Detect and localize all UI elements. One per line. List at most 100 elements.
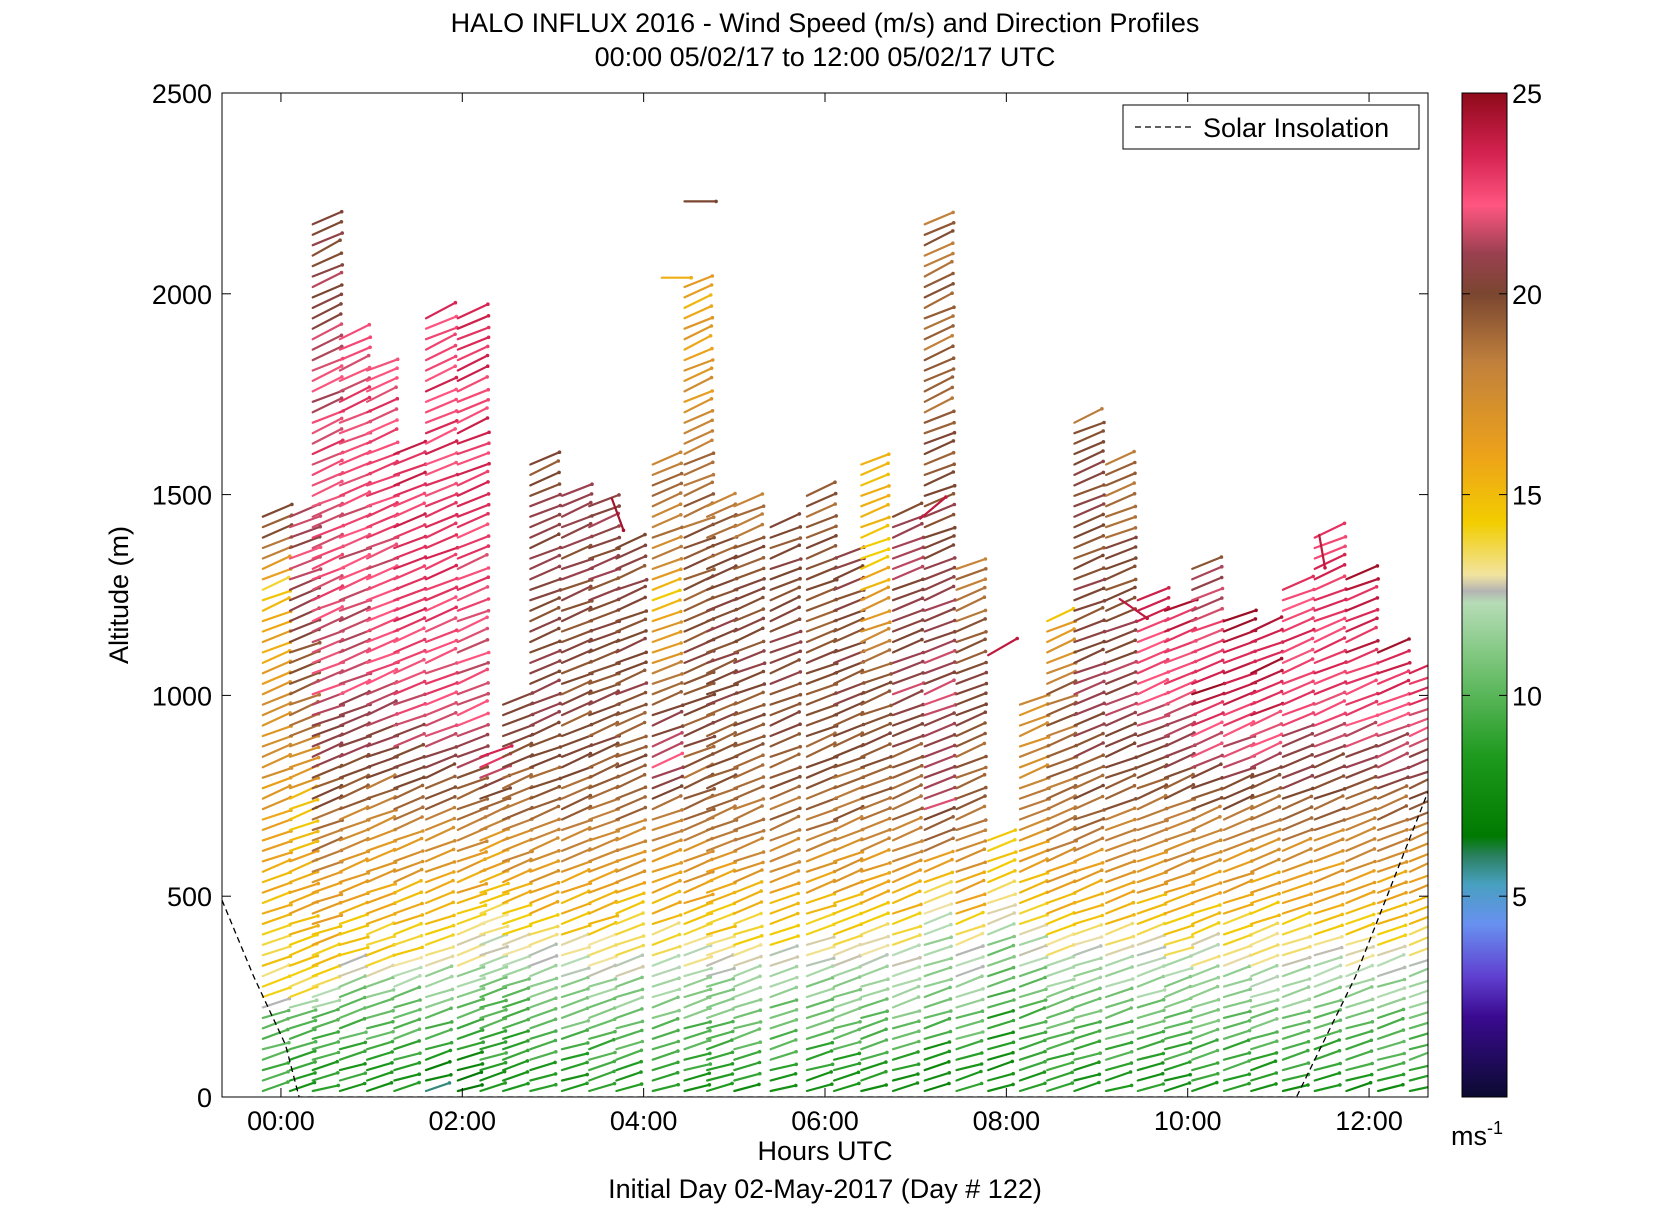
wind-vector: [769, 785, 801, 800]
wind-vector-head: [709, 324, 714, 328]
wind-vector-head: [1189, 1019, 1193, 1024]
wind-vector: [1376, 818, 1409, 832]
y-tick-label: 0: [197, 1083, 212, 1113]
wind-vector-head: [1434, 1019, 1438, 1023]
wind-vector-head: [453, 839, 457, 843]
wind-vector: [651, 557, 683, 571]
wind-vector-head: [679, 641, 683, 645]
wind-vector-head: [1013, 903, 1017, 907]
wind-vector-head: [1370, 997, 1375, 1002]
wind-vector: [311, 389, 344, 403]
wind-vector: [987, 893, 1017, 905]
wind-vector: [891, 879, 922, 894]
wind-vector-head: [486, 511, 490, 516]
wind-vector: [560, 752, 592, 769]
wind-vector: [560, 765, 593, 779]
wind-vector: [311, 795, 343, 811]
wind-vector: [1250, 892, 1281, 905]
wind-vector: [805, 819, 838, 832]
wind-vector-head: [454, 375, 459, 380]
wind-vector-head: [422, 775, 426, 780]
wind-vector: [366, 408, 398, 424]
wind-vector: [560, 629, 593, 644]
wind-vector: [456, 1041, 485, 1051]
wind-vector: [923, 306, 956, 320]
wind-vector: [560, 711, 592, 727]
wind-vector-head: [422, 755, 427, 759]
wind-vector: [529, 596, 561, 612]
wind-vector: [683, 419, 714, 435]
wind-vector: [1408, 989, 1428, 999]
wind-vector-head: [449, 964, 454, 968]
wind-vector: [311, 545, 345, 560]
wind-vector-head: [981, 923, 986, 928]
wind-vector-head: [793, 1072, 798, 1076]
wind-vector: [705, 731, 737, 748]
wind-vector: [1073, 741, 1105, 758]
wind-vector: [615, 533, 647, 550]
wind-vector-head: [336, 1040, 341, 1044]
wind-vector: [891, 774, 923, 790]
wind-vector: [1046, 996, 1074, 1009]
wind-vector: [366, 473, 400, 487]
wind-vector-head: [983, 637, 987, 642]
wind-vector: [769, 860, 801, 873]
wind-vector-head: [486, 711, 490, 716]
wind-vector: [311, 932, 342, 946]
wind-vector: [588, 914, 619, 926]
wind-vector-head: [394, 699, 398, 703]
wind-vector: [456, 553, 488, 571]
wind-vector-head: [558, 577, 562, 581]
wind-vector: [1104, 660, 1138, 675]
wind-vector: [1222, 805, 1254, 821]
wind-vector: [1281, 837, 1312, 852]
wind-vector: [338, 648, 371, 665]
wind-vector-head: [586, 1041, 590, 1045]
wind-vector-head: [1438, 785, 1442, 789]
wind-vector: [479, 1040, 507, 1051]
wind-vector: [456, 922, 485, 936]
wind-vector-head: [449, 1006, 453, 1010]
wind-vector: [424, 501, 458, 518]
wind-vector: [805, 609, 838, 623]
wind-vector-head: [454, 397, 459, 402]
wind-vector: [1104, 472, 1137, 487]
wind-vector: [1281, 965, 1311, 978]
wind-vector-head: [643, 543, 648, 548]
wind-vector: [456, 638, 489, 654]
wind-vector: [1073, 662, 1106, 675]
wind-vector: [393, 523, 426, 539]
wind-vector-head: [834, 514, 838, 518]
wind-vector: [393, 564, 426, 581]
wind-vector: [615, 578, 648, 591]
wind-vector: [651, 589, 682, 602]
wind-vector-head: [420, 945, 425, 950]
wind-vector-head: [1133, 817, 1137, 822]
wind-vector-head: [760, 512, 764, 516]
wind-vector-head: [918, 868, 923, 872]
wind-vector: [288, 849, 319, 863]
wind-vector-head: [1405, 837, 1409, 842]
wind-vector: [261, 871, 292, 884]
wind-vector-head: [830, 1062, 835, 1067]
wind-vector: [1073, 765, 1105, 779]
wind-vector: [456, 912, 486, 926]
wind-vector: [733, 1041, 762, 1051]
wind-vector: [733, 713, 766, 727]
wind-vector-head: [1014, 850, 1018, 854]
wind-vector-head: [557, 827, 561, 832]
wind-vector: [1376, 945, 1407, 957]
wind-vector: [683, 996, 712, 1009]
wind-vector-head: [339, 427, 344, 431]
wind-vector: [311, 584, 344, 602]
wind-vector-head: [1220, 648, 1225, 653]
wind-vector: [1104, 807, 1136, 821]
wind-vector-head: [1373, 807, 1378, 811]
wind-vector: [1073, 732, 1105, 748]
wind-vector-head: [526, 1006, 530, 1011]
wind-vector-head: [983, 649, 988, 654]
wind-vector: [1250, 858, 1281, 873]
wind-vector: [424, 914, 456, 926]
wind-vector: [311, 860, 343, 873]
wind-vector-head: [363, 1040, 368, 1045]
